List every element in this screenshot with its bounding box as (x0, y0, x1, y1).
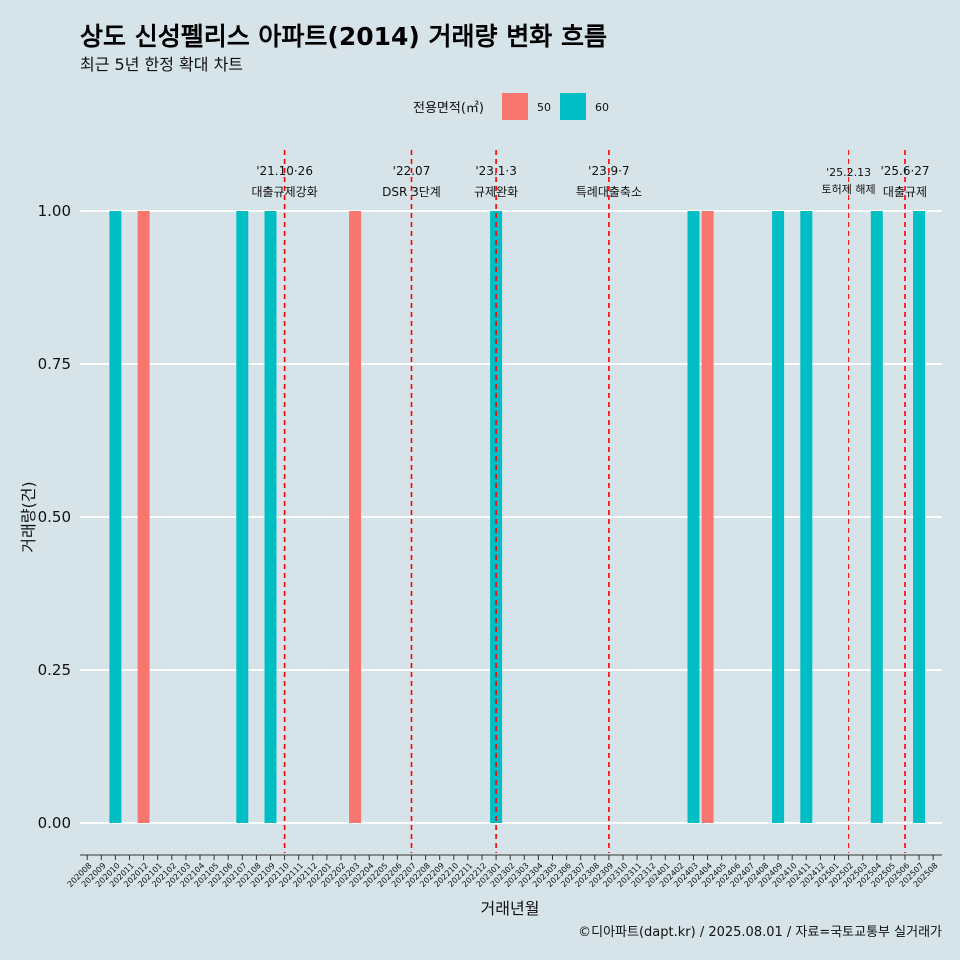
bar-202404-50 (701, 211, 714, 823)
caption: ©디아파트(dapt.kr) / 2025.08.01 / 자료=국토교통부 실… (578, 925, 942, 940)
event-date-202309: '23.9·7 (588, 164, 629, 178)
event-label-202309: 특례대출축소 (576, 185, 642, 199)
event-date-202207: '22.07 (393, 164, 431, 178)
chart-title: 상도 신성펠리스 아파트(2014) 거래량 변화 흐름 (80, 22, 607, 51)
bar-202411-60 (800, 211, 813, 823)
bars (109, 211, 926, 823)
bar-202301-60 (490, 211, 503, 823)
y-tick-label: 0.25 (38, 661, 71, 679)
y-axis-label: 거래량(건) (19, 481, 38, 552)
legend-title: 전용면적(㎡) (413, 101, 484, 116)
bar-202109-60 (264, 211, 277, 823)
legend: 전용면적(㎡) 50 60 (413, 93, 609, 120)
event-label-202110: 대출규제강화 (251, 185, 317, 199)
legend-key-60 (560, 93, 586, 120)
y-axis: 0.00 0.25 0.50 0.75 1.00 (38, 202, 71, 832)
bar-202507-60 (913, 211, 926, 823)
bar-202010-60 (109, 211, 122, 823)
y-tick-label: 0.00 (38, 814, 71, 832)
legend-label-60: 60 (595, 101, 609, 114)
legend-label-50: 50 (537, 101, 551, 114)
y-tick-label: 0.75 (38, 355, 71, 373)
event-label-202207: DSR 3단계 (382, 185, 441, 199)
y-tick-label: 0.50 (38, 508, 71, 526)
chart-subtitle: 최근 5년 한정 확대 차트 (80, 55, 243, 74)
bar-202203-50 (349, 211, 362, 823)
event-date-202506: '25.6·27 (880, 164, 929, 178)
bar-202403-60 (687, 211, 700, 823)
event-label-202502: 토허제 해제 (822, 182, 876, 196)
bar-202107-60 (236, 211, 249, 823)
event-date-202110: '21.10·26 (256, 164, 313, 178)
event-lines: '21.10·26 대출규제강화 '22.07 DSR 3단계 '23.1·3 규제완화 '… (251, 150, 930, 853)
y-tick-label: 1.00 (38, 202, 71, 220)
bar-202409-60 (772, 211, 785, 823)
event-date-202502: '25.2.13 (826, 166, 871, 179)
legend-key-50 (502, 93, 528, 120)
event-label-202301: 규제완화 (474, 185, 518, 199)
x-axis-label: 거래년월 (481, 899, 540, 918)
event-label-202506: 대출규제 (883, 185, 927, 199)
event-date-202301: '23.1·3 (475, 164, 516, 178)
bar-202504-60 (870, 211, 883, 823)
bar-202012-50 (137, 211, 150, 823)
gridlines (80, 210, 942, 824)
